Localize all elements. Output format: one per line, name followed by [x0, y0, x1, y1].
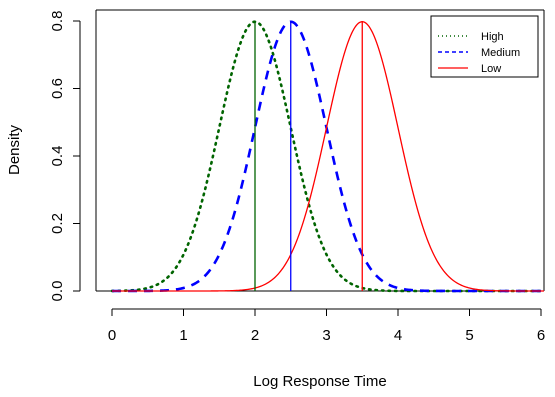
- x-tick-label: 1: [179, 327, 187, 344]
- y-tick-label: 0.0: [49, 281, 66, 302]
- y-tick-label: 0.6: [49, 78, 66, 99]
- vertical-line-layer: [254, 21, 363, 291]
- y-axis: 0.0 0.2 0.4 0.6 0.8: [49, 11, 81, 302]
- x-tick-label: 4: [394, 327, 402, 344]
- x-tick-label: 6: [537, 327, 545, 344]
- x-tick-label: 3: [322, 327, 330, 344]
- series-line-low: [112, 21, 544, 292]
- series-layer: [110, 20, 546, 293]
- x-tick-label: 5: [465, 327, 473, 344]
- x-axis-title: Log Response Time: [253, 373, 386, 390]
- series-line-medium: [112, 20, 544, 293]
- legend-label-medium: Medium: [481, 47, 520, 59]
- y-tick-label: 0.8: [49, 11, 66, 32]
- y-tick-label: 0.2: [49, 213, 66, 234]
- x-axis: 0 1 2 3 4 5 6: [108, 308, 545, 344]
- legend-label-low: Low: [481, 63, 501, 75]
- legend-label-high: High: [481, 31, 504, 43]
- legend: High Medium Low: [430, 15, 539, 78]
- y-tick-label: 0.4: [49, 146, 66, 167]
- legend-box: [430, 15, 539, 78]
- x-tick-label: 0: [108, 327, 116, 344]
- x-tick-label: 2: [251, 327, 259, 344]
- y-axis-title: Density: [6, 124, 23, 175]
